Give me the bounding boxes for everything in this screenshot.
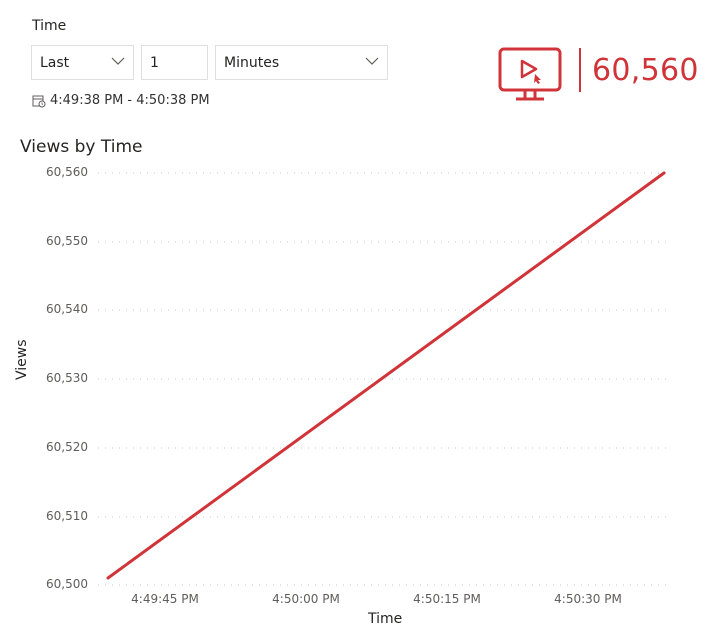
x-tick: 4:50:30 PM bbox=[554, 592, 622, 606]
views-series-line bbox=[106, 171, 666, 580]
amount-value: 1 bbox=[150, 54, 159, 71]
amount-input[interactable]: 1 bbox=[141, 45, 208, 80]
unit-value: Minutes bbox=[224, 54, 280, 71]
monitor-play-icon bbox=[498, 47, 562, 101]
time-range: 4:49:38 PM - 4:50:38 PM bbox=[32, 93, 210, 108]
mode-value: Last bbox=[40, 54, 70, 71]
time-range-text: 4:49:38 PM - 4:50:38 PM bbox=[50, 93, 210, 108]
y-tick: 60,560 bbox=[46, 165, 88, 179]
x-tick: 4:50:00 PM bbox=[272, 592, 340, 606]
calendar-clock-icon bbox=[32, 95, 46, 107]
y-tick: 60,530 bbox=[46, 371, 88, 385]
y-tick: 60,500 bbox=[46, 577, 88, 591]
x-tick: 4:49:45 PM bbox=[131, 592, 199, 606]
mode-dropdown[interactable]: Last bbox=[31, 45, 134, 80]
unit-dropdown[interactable]: Minutes bbox=[215, 45, 388, 80]
y-axis-title: Views bbox=[14, 339, 30, 380]
kpi-value: 60,560 bbox=[592, 53, 699, 88]
time-filter-label: Time bbox=[32, 18, 67, 34]
gridlines bbox=[98, 172, 672, 586]
chevron-down-icon bbox=[111, 57, 125, 65]
y-tick: 60,540 bbox=[46, 302, 88, 316]
y-tick: 60,510 bbox=[46, 509, 88, 523]
y-tick: 60,520 bbox=[46, 440, 88, 454]
kpi-separator bbox=[579, 48, 581, 92]
chevron-down-icon bbox=[365, 57, 379, 65]
x-tick: 4:50:15 PM bbox=[413, 592, 481, 606]
x-axis-title: Time bbox=[368, 611, 403, 627]
y-tick: 60,550 bbox=[46, 234, 88, 248]
chart-title: Views by Time bbox=[20, 137, 143, 157]
